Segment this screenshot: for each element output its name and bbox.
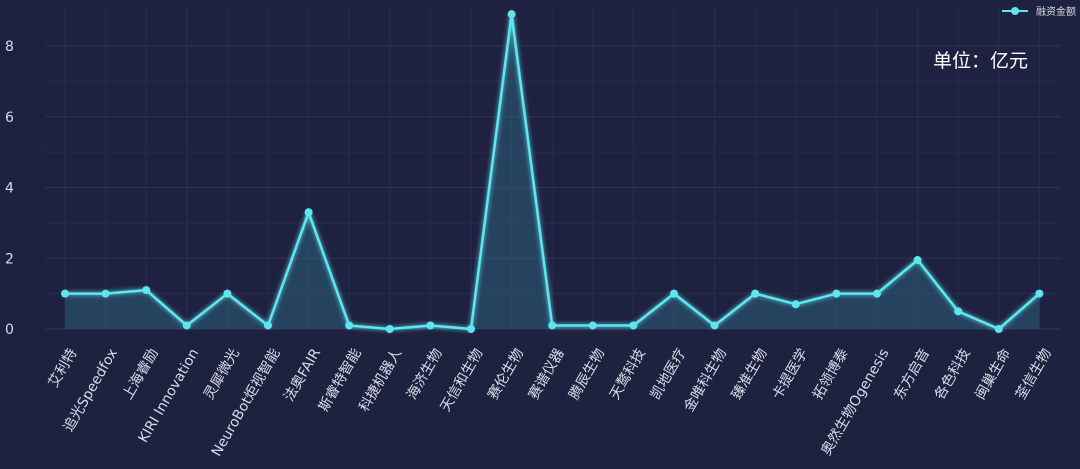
unit-label: 单位：亿元 bbox=[933, 50, 1028, 72]
data-point[interactable] bbox=[791, 300, 800, 309]
x-tick-label: 天信和生物 bbox=[438, 346, 487, 415]
data-point[interactable] bbox=[507, 10, 516, 19]
legend-label: 融资金额 bbox=[1036, 5, 1076, 18]
y-tick-label: 2 bbox=[5, 251, 14, 267]
data-point[interactable] bbox=[588, 321, 597, 330]
data-point[interactable] bbox=[548, 321, 557, 330]
x-tick-label: 艾利特 bbox=[46, 346, 81, 390]
x-tick-label: 赛谱仪器 bbox=[526, 346, 568, 402]
y-tick-label: 0 bbox=[5, 322, 14, 338]
legend-marker-icon bbox=[1011, 7, 1019, 15]
data-point[interactable] bbox=[304, 208, 313, 217]
data-point[interactable] bbox=[670, 289, 678, 298]
x-tick-label: 拓领博泰 bbox=[809, 346, 852, 403]
data-point[interactable] bbox=[751, 289, 760, 298]
x-tick-label: 赛伦生物 bbox=[485, 346, 527, 402]
data-point[interactable] bbox=[913, 256, 922, 265]
data-point[interactable] bbox=[426, 321, 435, 330]
x-tick-label: 金唯科生物 bbox=[681, 346, 730, 415]
data-point[interactable] bbox=[345, 321, 354, 330]
x-tick-label: 卡提医学 bbox=[769, 346, 811, 402]
data-point[interactable] bbox=[629, 321, 638, 330]
x-tick-label: 天鹜科技 bbox=[606, 346, 649, 403]
x-tick-label: 臻准生物 bbox=[729, 346, 771, 402]
data-point[interactable] bbox=[710, 321, 719, 330]
x-tick-label: 海济生物 bbox=[404, 346, 446, 402]
x-tick-label: 腾辰生物 bbox=[566, 346, 609, 403]
x-tick-label: 科捷机器人 bbox=[356, 346, 405, 415]
x-tick-label: 荃信生物 bbox=[1012, 346, 1055, 403]
x-tick-label: 闽巢生命 bbox=[972, 346, 1015, 403]
data-point[interactable] bbox=[832, 289, 841, 298]
data-point[interactable] bbox=[264, 321, 272, 330]
data-point[interactable] bbox=[1035, 289, 1044, 298]
series-layer bbox=[61, 10, 1044, 333]
data-point[interactable] bbox=[101, 289, 110, 298]
y-tick-label: 6 bbox=[5, 110, 14, 126]
series-area bbox=[65, 14, 1040, 329]
data-point[interactable] bbox=[385, 325, 394, 333]
data-point[interactable] bbox=[873, 289, 881, 298]
data-point[interactable] bbox=[182, 321, 191, 330]
data-point[interactable] bbox=[954, 307, 963, 316]
x-tick-label: 各色科技 bbox=[931, 345, 974, 402]
legend[interactable]: 融资金额 bbox=[1002, 5, 1076, 18]
x-tick-label: 凯地医疗 bbox=[648, 346, 690, 402]
x-tick-label: 灵犀微光 bbox=[201, 346, 243, 402]
data-point[interactable] bbox=[142, 286, 151, 295]
x-tick-label: 上海睿励 bbox=[120, 346, 162, 402]
grid-lines bbox=[45, 5, 1060, 330]
x-tick-label: 东方启音 bbox=[890, 346, 933, 403]
y-axis-ticks: 0 2 4 6 8 bbox=[5, 39, 14, 338]
data-point[interactable] bbox=[223, 289, 232, 298]
data-point[interactable] bbox=[467, 325, 475, 333]
data-point[interactable] bbox=[994, 325, 1003, 333]
x-tick-label: 法奥FAIR bbox=[280, 345, 324, 404]
y-tick-label: 4 bbox=[5, 181, 14, 197]
data-point[interactable] bbox=[61, 289, 69, 298]
y-tick-label: 8 bbox=[5, 39, 14, 55]
